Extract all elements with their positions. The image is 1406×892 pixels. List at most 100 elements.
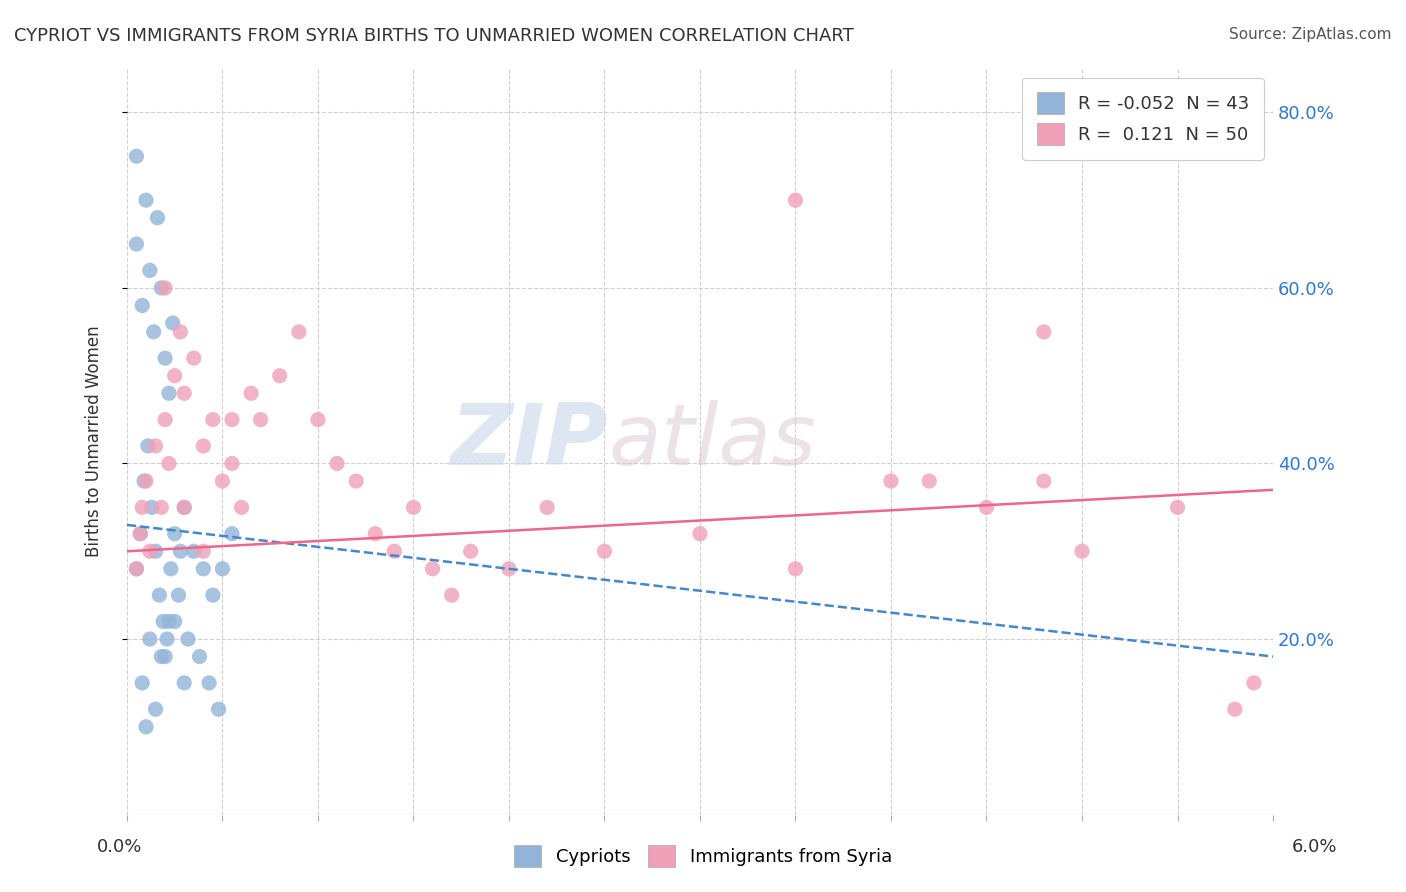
Text: ZIP: ZIP xyxy=(451,400,609,483)
Point xyxy=(249,412,271,426)
Point xyxy=(498,562,520,576)
Point xyxy=(1032,325,1054,339)
Point xyxy=(536,500,558,515)
Point xyxy=(221,526,243,541)
Point xyxy=(150,649,173,664)
Text: 0.0%: 0.0% xyxy=(97,838,142,855)
Point xyxy=(364,526,387,541)
Point xyxy=(240,386,263,401)
Point xyxy=(169,325,191,339)
Point xyxy=(211,474,233,488)
Point xyxy=(136,439,159,453)
Point xyxy=(150,500,173,515)
Point xyxy=(201,412,224,426)
Point xyxy=(173,500,195,515)
Point xyxy=(344,474,367,488)
Point xyxy=(162,316,184,330)
Point xyxy=(145,439,167,453)
Legend: Cypriots, Immigrants from Syria: Cypriots, Immigrants from Syria xyxy=(506,838,900,874)
Point xyxy=(131,298,153,312)
Point xyxy=(198,676,221,690)
Point xyxy=(156,632,179,646)
Point xyxy=(129,526,152,541)
Point xyxy=(1166,500,1188,515)
Point xyxy=(125,149,148,163)
Point xyxy=(193,562,215,576)
Text: 6.0%: 6.0% xyxy=(1292,838,1337,855)
Point xyxy=(167,588,190,602)
Point xyxy=(201,588,224,602)
Point xyxy=(173,500,195,515)
Point xyxy=(139,632,162,646)
Point xyxy=(785,193,807,207)
Point xyxy=(918,474,941,488)
Point xyxy=(146,211,169,225)
Point xyxy=(689,526,711,541)
Point xyxy=(269,368,291,383)
Point xyxy=(157,457,180,471)
Point xyxy=(440,588,463,602)
Point xyxy=(231,500,253,515)
Point xyxy=(125,562,148,576)
Point xyxy=(125,237,148,252)
Point xyxy=(152,615,174,629)
Point xyxy=(1032,474,1054,488)
Point xyxy=(163,526,186,541)
Point xyxy=(211,562,233,576)
Point xyxy=(125,562,148,576)
Legend: R = -0.052  N = 43, R =  0.121  N = 50: R = -0.052 N = 43, R = 0.121 N = 50 xyxy=(1022,78,1264,160)
Point xyxy=(129,526,152,541)
Point xyxy=(193,544,215,558)
Point xyxy=(153,351,176,366)
Point xyxy=(131,676,153,690)
Point xyxy=(785,562,807,576)
Point xyxy=(131,500,153,515)
Point xyxy=(1223,702,1246,716)
Point xyxy=(153,412,176,426)
Point xyxy=(135,474,157,488)
Point xyxy=(163,615,186,629)
Point xyxy=(157,386,180,401)
Point xyxy=(880,474,903,488)
Point xyxy=(169,544,191,558)
Point xyxy=(139,544,162,558)
Point xyxy=(1243,676,1265,690)
Point xyxy=(160,562,183,576)
Point xyxy=(402,500,425,515)
Point xyxy=(183,544,205,558)
Point xyxy=(163,368,186,383)
Text: Source: ZipAtlas.com: Source: ZipAtlas.com xyxy=(1229,27,1392,42)
Point xyxy=(135,720,157,734)
Point xyxy=(976,500,998,515)
Point xyxy=(132,474,155,488)
Point xyxy=(173,386,195,401)
Point xyxy=(593,544,616,558)
Point xyxy=(221,412,243,426)
Point xyxy=(153,281,176,295)
Text: atlas: atlas xyxy=(609,400,817,483)
Point xyxy=(382,544,405,558)
Point xyxy=(207,702,229,716)
Point xyxy=(153,649,176,664)
Point xyxy=(183,351,205,366)
Y-axis label: Births to Unmarried Women: Births to Unmarried Women xyxy=(86,326,103,558)
Point xyxy=(139,263,162,277)
Point xyxy=(188,649,211,664)
Point xyxy=(307,412,329,426)
Point xyxy=(193,439,215,453)
Point xyxy=(142,325,165,339)
Point xyxy=(145,702,167,716)
Point xyxy=(460,544,482,558)
Point xyxy=(173,676,195,690)
Point xyxy=(288,325,311,339)
Point xyxy=(157,615,180,629)
Point xyxy=(141,500,163,515)
Point xyxy=(326,457,349,471)
Point xyxy=(177,632,200,646)
Point xyxy=(145,544,167,558)
Point xyxy=(422,562,444,576)
Point xyxy=(135,193,157,207)
Text: CYPRIOT VS IMMIGRANTS FROM SYRIA BIRTHS TO UNMARRIED WOMEN CORRELATION CHART: CYPRIOT VS IMMIGRANTS FROM SYRIA BIRTHS … xyxy=(14,27,853,45)
Point xyxy=(148,588,170,602)
Point xyxy=(150,281,173,295)
